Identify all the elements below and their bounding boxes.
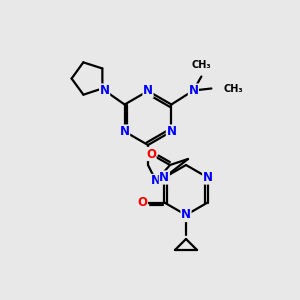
Text: N: N [100,84,110,97]
Text: O: O [137,196,147,209]
Text: N: N [181,208,191,221]
Text: N: N [167,125,176,138]
Text: N: N [159,171,169,184]
Text: N: N [203,171,213,184]
Text: N: N [143,85,153,98]
Text: N: N [188,84,198,97]
Text: CH₃: CH₃ [224,83,243,94]
Text: H: H [162,171,170,181]
Text: CH₃: CH₃ [192,61,211,70]
Text: N: N [120,125,130,138]
Text: N: N [151,175,161,188]
Text: O: O [146,148,156,160]
